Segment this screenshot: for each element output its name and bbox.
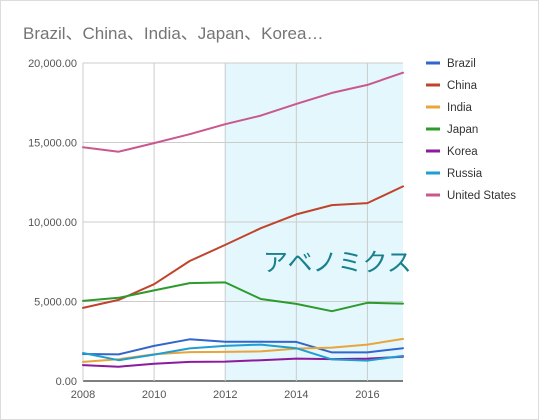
legend-item-label: Brazil xyxy=(447,58,476,70)
x-tick-label: 2014 xyxy=(284,389,308,401)
x-tick-label: 2012 xyxy=(213,389,237,401)
x-tick-label: 2016 xyxy=(355,389,379,401)
series-line-korea xyxy=(82,355,404,368)
series-line-united-states xyxy=(82,71,404,153)
axis-labels: 0.00 5,000.00 10,000.00 15,000.00 20,000.00 2… xyxy=(28,58,380,401)
series-lines xyxy=(82,71,404,368)
x-tick-label: 2010 xyxy=(142,389,166,401)
series-line-brazil xyxy=(82,338,404,356)
legend-item-label: India xyxy=(447,102,473,114)
abenomics-annotation: アベノミクス xyxy=(263,249,412,277)
legend-item-label: China xyxy=(447,80,478,92)
y-tick-label: 0.00 xyxy=(56,376,77,388)
x-tick-label: 2008 xyxy=(71,389,95,401)
legend: Brazil China India Japan Korea Russia United S… xyxy=(426,58,516,202)
y-tick-label: 20,000.00 xyxy=(28,58,77,70)
series-line-japan xyxy=(82,281,404,313)
legend-item-label: United States xyxy=(447,190,516,202)
series-line-china xyxy=(82,185,404,309)
series-line-russia xyxy=(82,343,404,362)
legend-item-label: Russia xyxy=(447,168,483,180)
chart-title: Brazil、China、India、Japan、Korea… xyxy=(23,24,323,43)
legend-item-label: Japan xyxy=(447,124,478,136)
y-tick-label: 5,000.00 xyxy=(34,297,77,309)
gridlines xyxy=(82,62,403,382)
legend-item-label: Korea xyxy=(447,146,478,158)
y-tick-label: 10,000.00 xyxy=(28,217,77,229)
y-tick-label: 15,000.00 xyxy=(28,138,77,150)
